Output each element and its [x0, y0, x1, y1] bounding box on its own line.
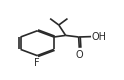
Text: OH: OH [92, 32, 107, 42]
Text: O: O [75, 50, 83, 60]
Text: F: F [34, 58, 40, 68]
